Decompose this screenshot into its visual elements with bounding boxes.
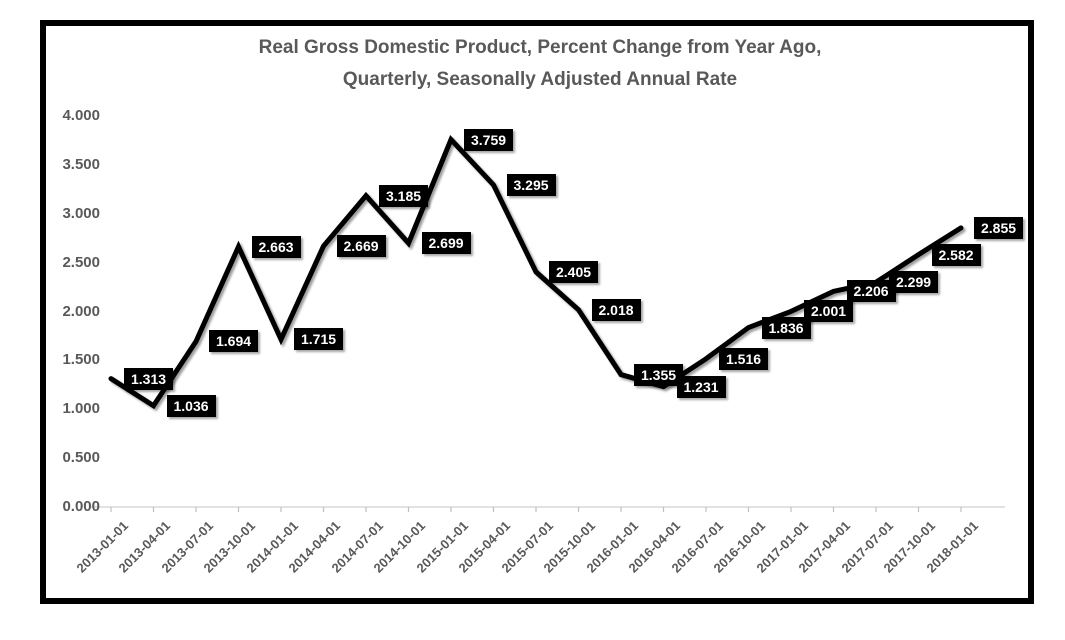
data-point-label: 2.669 (336, 235, 386, 258)
data-point-label: 2.299 (889, 271, 939, 294)
data-point-label: 1.355 (634, 363, 684, 386)
data-point-label: 2.206 (846, 280, 896, 303)
y-axis-tick-label: 1.000 (62, 400, 100, 418)
data-point-label: 3.759 (464, 128, 514, 151)
y-axis-tick-label: 3.000 (62, 204, 100, 222)
data-point-label: 2.699 (421, 232, 471, 255)
data-point-label: 3.185 (379, 184, 429, 207)
data-point-label: 1.715 (294, 328, 344, 351)
data-point-label: 2.663 (251, 235, 301, 258)
y-axis-tick-label: 2.000 (62, 302, 100, 320)
y-axis-tick-label: 4.000 (62, 107, 100, 124)
y-axis-tick-label: 2.500 (62, 253, 100, 271)
data-point-label: 1.231 (676, 375, 726, 398)
gdp-line-series (108, 135, 964, 410)
data-point-label: 2.018 (591, 298, 641, 321)
data-point-label: 1.036 (166, 394, 216, 417)
data-point-label: 1.836 (761, 316, 811, 339)
y-axis-tick-label: 1.500 (62, 351, 100, 369)
chart-title: Real Gross Domestic Product, Percent Cha… (258, 37, 822, 90)
data-point-label: 2.405 (549, 260, 599, 283)
y-axis-tick-label: 0.000 (62, 498, 100, 515)
data-point-label: 1.313 (124, 367, 174, 390)
data-point-label: 3.295 (506, 173, 556, 196)
y-axis-tick-label: 3.500 (62, 155, 100, 173)
data-point-label: 2.582 (931, 243, 981, 266)
y-axis-tick-label: 0.500 (62, 449, 100, 467)
data-point-label: 1.516 (719, 347, 769, 370)
data-point-label: 2.001 (804, 300, 854, 323)
data-point-label: 2.855 (974, 216, 1024, 239)
data-point-label: 1.694 (209, 330, 259, 353)
